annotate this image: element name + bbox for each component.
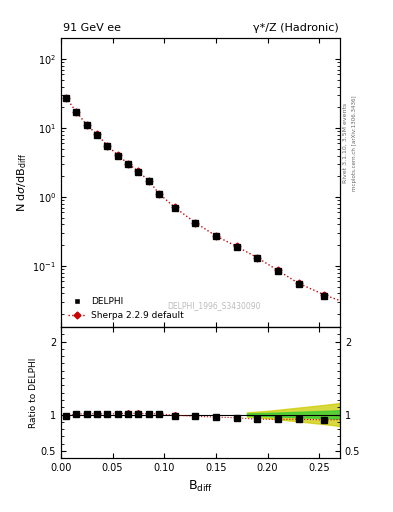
- Text: Rivet 3.1.10, 3.5M events: Rivet 3.1.10, 3.5M events: [343, 103, 348, 183]
- Text: mcplots.cern.ch [arXiv:1306.3436]: mcplots.cern.ch [arXiv:1306.3436]: [352, 96, 357, 191]
- Text: 91 GeV ee: 91 GeV ee: [63, 23, 121, 33]
- X-axis label: B$_{\rm diff}$: B$_{\rm diff}$: [188, 479, 213, 494]
- Legend: DELPHI, Sherpa 2.2.9 default: DELPHI, Sherpa 2.2.9 default: [65, 294, 186, 323]
- Y-axis label: N d$\sigma$/dB$_{\rm diff}$: N d$\sigma$/dB$_{\rm diff}$: [16, 153, 29, 212]
- Text: γ*/Z (Hadronic): γ*/Z (Hadronic): [253, 23, 339, 33]
- Text: DELPHI_1996_S3430090: DELPHI_1996_S3430090: [168, 301, 261, 310]
- Y-axis label: Ratio to DELPHI: Ratio to DELPHI: [29, 357, 38, 428]
